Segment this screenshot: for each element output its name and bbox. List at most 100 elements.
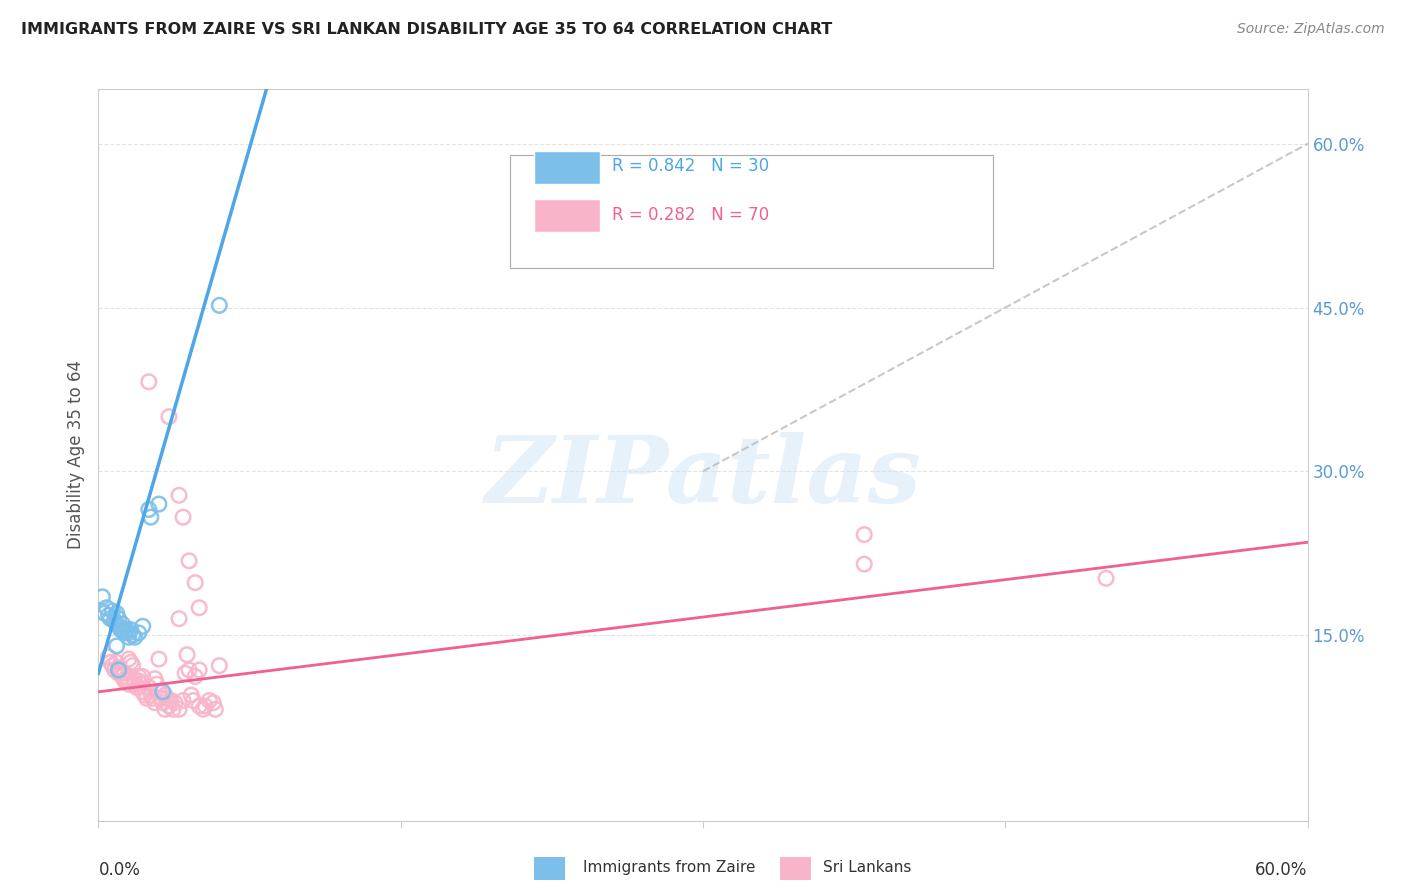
Point (120, 623, 142, 637)
Point (107, 666, 129, 681)
Point (134, 688, 156, 702)
Point (115, 623, 138, 637)
Point (103, 614, 125, 628)
Point (132, 619, 155, 633)
Point (118, 630, 141, 644)
Point (198, 693, 221, 707)
Point (120, 656, 142, 670)
Y-axis label: Disability Age 35 to 64: Disability Age 35 to 64 (67, 360, 86, 549)
Point (105, 656, 128, 670)
Point (853, 557, 876, 571)
Point (111, 669, 134, 683)
Point (157, 409, 180, 424)
Point (149, 691, 172, 706)
Point (100, 612, 122, 626)
Point (184, 575, 207, 590)
Point (124, 630, 146, 644)
Point (135, 691, 157, 706)
Text: ZIPatlas: ZIPatlas (485, 432, 921, 522)
Point (181, 693, 204, 707)
Point (138, 681, 160, 695)
FancyBboxPatch shape (534, 199, 600, 232)
Point (194, 698, 217, 713)
Point (146, 677, 169, 691)
Point (152, 696, 174, 710)
Point (153, 702, 176, 716)
Point (138, 375, 160, 389)
Point (143, 696, 166, 710)
Point (124, 673, 146, 688)
Point (160, 693, 183, 707)
Point (142, 691, 165, 706)
Point (139, 688, 162, 702)
Point (96, 600, 118, 615)
FancyBboxPatch shape (509, 155, 993, 268)
Text: R = 0.282   N = 70: R = 0.282 N = 70 (613, 206, 769, 224)
Point (853, 527, 876, 541)
Point (128, 669, 150, 683)
Point (110, 623, 132, 637)
Point (180, 688, 202, 702)
Point (139, 510, 162, 524)
Point (124, 677, 146, 691)
Point (101, 604, 124, 618)
Point (129, 677, 152, 691)
Point (132, 685, 155, 699)
Point (179, 554, 201, 568)
Point (208, 298, 231, 312)
Point (107, 663, 129, 677)
Point (97, 608, 120, 623)
Point (153, 688, 176, 702)
Point (162, 702, 184, 716)
Point (143, 672, 166, 686)
Text: Source: ZipAtlas.com: Source: ZipAtlas.com (1237, 22, 1385, 37)
Point (100, 656, 122, 670)
Point (114, 673, 136, 688)
Point (118, 625, 141, 640)
Point (128, 625, 150, 640)
Point (107, 661, 129, 675)
Point (152, 685, 174, 699)
Point (157, 698, 180, 713)
Point (111, 617, 134, 632)
Text: IMMIGRANTS FROM ZAIRE VS SRI LANKAN DISABILITY AGE 35 TO 64 CORRELATION CHART: IMMIGRANTS FROM ZAIRE VS SRI LANKAN DISA… (21, 22, 832, 37)
Point (125, 681, 148, 695)
Point (132, 669, 155, 683)
Point (148, 497, 170, 511)
Point (138, 502, 160, 516)
Text: Immigrants from Zaire: Immigrants from Zaire (583, 861, 756, 875)
Point (167, 488, 190, 502)
Point (118, 652, 141, 666)
Point (174, 666, 197, 681)
Point (176, 648, 198, 662)
Point (110, 663, 132, 677)
Point (121, 658, 143, 673)
Point (107, 619, 129, 633)
Point (91, 590, 114, 604)
Point (118, 677, 141, 691)
Point (115, 672, 138, 686)
Point (172, 693, 194, 707)
Text: R = 0.842   N = 30: R = 0.842 N = 30 (613, 157, 769, 175)
Text: Sri Lankans: Sri Lankans (823, 861, 911, 875)
Point (167, 702, 190, 716)
Point (111, 623, 134, 637)
Point (101, 658, 124, 673)
Point (103, 663, 125, 677)
Point (188, 663, 211, 677)
Point (114, 666, 136, 681)
Point (156, 691, 179, 706)
Text: 0.0%: 0.0% (98, 861, 141, 879)
Point (179, 663, 201, 677)
Point (107, 612, 129, 626)
Point (1095, 571, 1118, 585)
Point (208, 658, 231, 673)
Point (105, 639, 128, 653)
Point (204, 702, 226, 716)
Point (121, 628, 143, 642)
Point (193, 702, 215, 716)
Point (167, 612, 190, 626)
Point (172, 510, 194, 524)
Point (188, 698, 211, 713)
FancyBboxPatch shape (534, 152, 600, 185)
